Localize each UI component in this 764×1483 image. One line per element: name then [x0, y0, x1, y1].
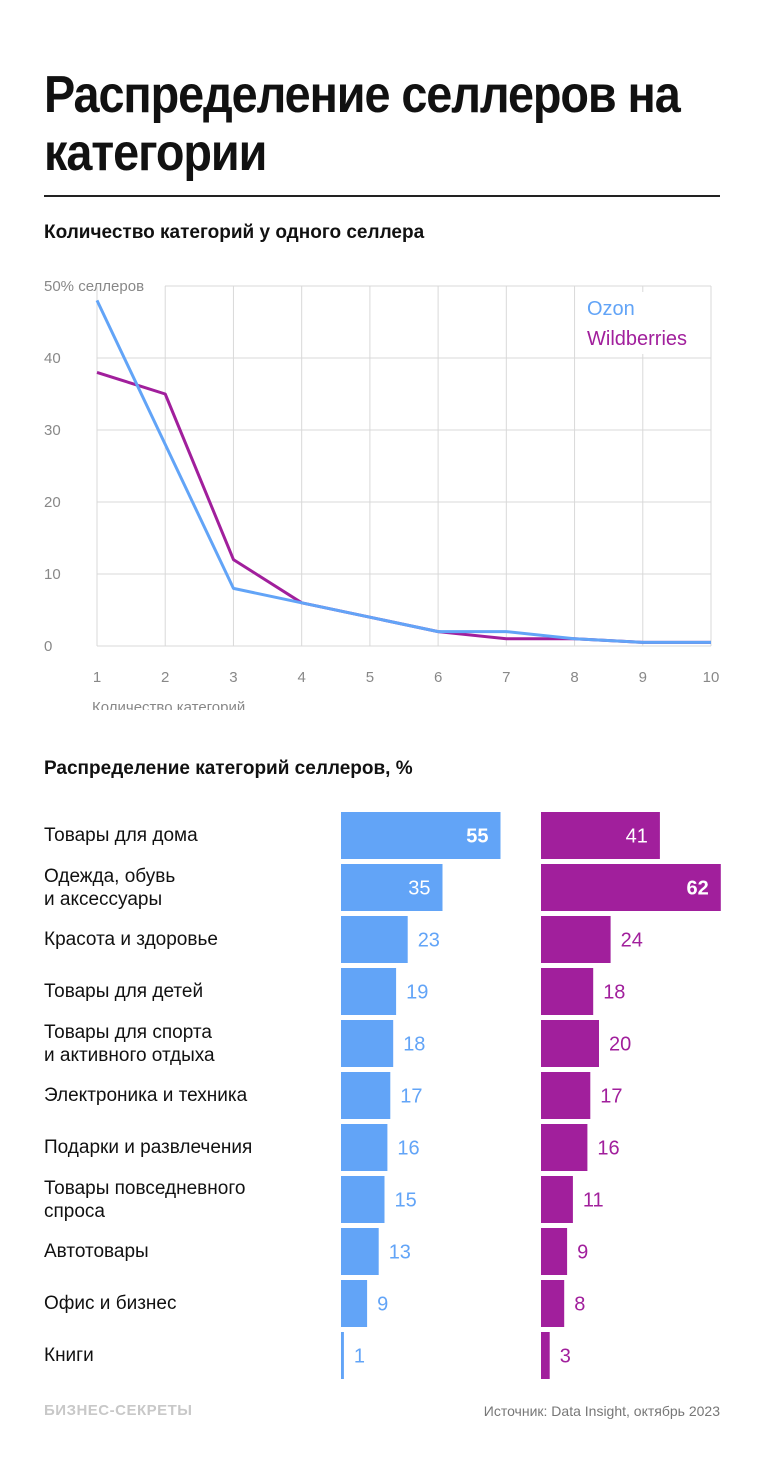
bar-ozon — [341, 1228, 379, 1275]
y-tick-label: 40 — [44, 350, 61, 367]
data-label-ozon: 17 — [400, 1086, 422, 1108]
category-label: Товары для детей — [44, 981, 204, 1002]
bar-wildberries — [541, 1280, 565, 1327]
x-tick-label: 1 — [93, 669, 101, 686]
x-tick-label: 4 — [297, 669, 305, 686]
y-tick-label: 50% селлеров — [44, 278, 144, 295]
bar-ozon — [341, 1020, 394, 1067]
category-label: Товары для спорта и активного отдыха — [44, 1021, 215, 1066]
data-label-ozon: 19 — [406, 982, 428, 1004]
y-tick-label: 20 — [44, 494, 61, 511]
bar-wildberries — [541, 916, 611, 963]
category-label: Товары для дома — [44, 825, 198, 846]
data-label-ozon: 15 — [395, 1190, 417, 1212]
data-label-ozon: 1 — [354, 1346, 365, 1368]
title-divider — [44, 195, 720, 197]
category-label: Красота и здоровье — [44, 929, 218, 950]
source-note: Источник: Data Insight, октябрь 2023 — [483, 1403, 720, 1419]
data-label-ozon: 16 — [397, 1138, 419, 1160]
y-tick-label: 10 — [44, 566, 61, 583]
data-label-wildberries: 62 — [687, 878, 709, 900]
bar-ozon — [341, 916, 408, 963]
category-label: Одежда, обувь и аксессуары — [44, 865, 176, 910]
category-label: Автотовары — [44, 1241, 149, 1262]
data-label-ozon: 13 — [389, 1242, 411, 1264]
data-label-ozon: 23 — [418, 930, 440, 952]
category-label: Книги — [44, 1345, 94, 1366]
data-label-wildberries: 18 — [603, 982, 625, 1004]
data-label-ozon: 35 — [408, 878, 430, 900]
bar-ozon — [341, 1280, 368, 1327]
x-tick-label: 10 — [703, 669, 720, 686]
data-label-wildberries: 16 — [597, 1138, 619, 1160]
data-label-wildberries: 8 — [574, 1294, 585, 1316]
bar-wildberries — [541, 864, 721, 911]
line-chart: 0 10 20 30 40 50% селлеров 1 2 3 4 5 6 7 8 9 10 Количест… — [44, 278, 720, 710]
bar-wildberries — [541, 1020, 599, 1067]
category-label: Подарки и развлечения — [44, 1137, 253, 1158]
bar-wildberries — [541, 968, 594, 1015]
bar-ozon — [341, 968, 397, 1015]
x-tick-label: 6 — [434, 669, 442, 686]
data-label-wildberries: 41 — [626, 826, 648, 848]
line-chart-title: Количество категорий у одного селлера — [44, 222, 425, 243]
x-tick-label: 5 — [366, 669, 374, 686]
data-label-wildberries: 3 — [560, 1346, 571, 1368]
bar-wildberries — [541, 1072, 591, 1119]
x-tick-label: 2 — [161, 669, 169, 686]
bar-chart-title: Распределение категорий селлеров, % — [44, 758, 413, 779]
x-tick-label: 8 — [570, 669, 578, 686]
x-axis-label: Количество категорий — [92, 699, 245, 710]
bar-wildberries — [541, 812, 660, 859]
data-label-ozon: 18 — [403, 1034, 425, 1056]
x-tick-label: 3 — [229, 669, 237, 686]
bar-ozon — [341, 1072, 391, 1119]
bar-wildberries — [541, 1332, 550, 1379]
y-tick-label: 0 — [44, 638, 52, 655]
bar-ozon — [341, 1124, 388, 1171]
category-label: Офис и бизнес — [44, 1293, 177, 1314]
category-label: Товары повседневного спроса — [44, 1177, 246, 1222]
data-label-ozon: 55 — [466, 826, 488, 848]
series-line-wildberries — [96, 370, 711, 644]
data-label-wildberries: 24 — [621, 930, 643, 952]
legend-wildberries: Wildberries — [587, 328, 687, 350]
x-tick-label: 9 — [639, 669, 647, 686]
series-line-ozon — [95, 299, 711, 644]
bar-wildberries — [541, 1176, 573, 1223]
bar-ozon — [341, 1176, 385, 1223]
bar-wildberries — [541, 1228, 568, 1275]
bar-wildberries — [541, 1124, 588, 1171]
category-label: Электроника и техника — [44, 1085, 248, 1106]
x-tick-label: 7 — [502, 669, 510, 686]
data-label-wildberries: 17 — [600, 1086, 622, 1108]
page-title: Распределение селлеров на категории — [44, 66, 681, 182]
data-label-ozon: 9 — [377, 1294, 388, 1316]
legend-background — [580, 292, 708, 354]
data-label-wildberries: 9 — [577, 1242, 588, 1264]
legend-ozon: Ozon — [587, 298, 635, 320]
bar-ozon — [341, 864, 443, 911]
bar-ozon — [341, 812, 501, 859]
data-label-wildberries: 20 — [609, 1034, 631, 1056]
brand-logo: БИЗНЕС-СЕКРЕТЫ — [44, 1402, 193, 1419]
bar-ozon — [341, 1332, 344, 1379]
y-tick-label: 30 — [44, 422, 61, 439]
data-label-wildberries: 11 — [583, 1190, 604, 1212]
